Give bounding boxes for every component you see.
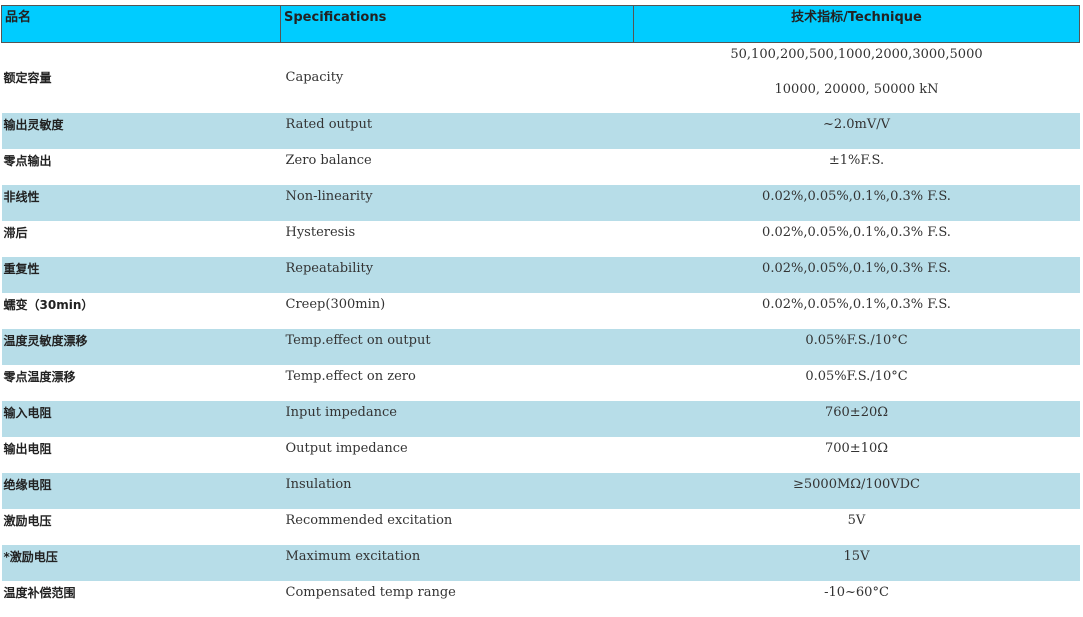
row-label-en: Capacity [285, 70, 344, 85]
row-label-en: Rated output [280, 113, 634, 149]
table-row: 输入电阻 Input impedance 760±20Ω [1, 401, 1080, 437]
row-label-zh: 蠕变（30min） [3, 298, 94, 312]
row-label-zh: *激励电压 [1, 545, 281, 581]
row-value: ≥5000MΩ/100VDC [633, 473, 1080, 509]
row-value: 0.02%,0.05%,0.1%,0.3% F.S. [633, 185, 1080, 221]
row-label-zh: 零点输出 [3, 154, 52, 168]
row-value: -10~60°C [824, 585, 889, 600]
table-row: 绝缘电阻 Insulation ≥5000MΩ/100VDC [1, 473, 1080, 509]
row-label-en: Input impedance [280, 401, 634, 437]
table-row: 滞后 Hysteresis 0.02%,0.05%,0.1%,0.3% F.S. [2, 221, 1080, 257]
row-value: 0.05%F.S./10°C [633, 329, 1080, 365]
row-label-zh: 激励电压 [3, 514, 52, 528]
row-value: 0.02%,0.05%,0.1%,0.3% F.S. [762, 225, 951, 240]
row-value: ~2.0mV/V [633, 113, 1080, 149]
row-label-en: Zero balance [285, 153, 372, 168]
row-label-zh: 绝缘电阻 [1, 473, 281, 509]
header-technique: 技术指标/Technique [633, 5, 1080, 43]
specifications-table: 品名 Specifications 技术指标/Technique 额定容量 Ca… [1, 5, 1080, 617]
row-label-en: Output impedance [285, 441, 408, 456]
row-label-zh: 温度灵敏度漂移 [1, 329, 281, 365]
row-label-en: Repeatability [280, 257, 634, 293]
table-row: 温度补偿范围 Compensated temp range -10~60°C [2, 581, 1080, 617]
row-label-zh: 输出灵敏度 [1, 113, 281, 149]
row-label-en: Hysteresis [285, 225, 356, 240]
row-label-zh: 滞后 [3, 226, 28, 240]
table-row: 蠕变（30min） Creep(300min) 0.02%,0.05%,0.1%… [2, 293, 1080, 329]
table-row-capacity: 额定容量 Capacity 50,100,200,500,1000,2000,3… [2, 43, 1080, 114]
row-label-en: Creep(300min) [285, 297, 386, 312]
row-value: 0.02%,0.05%,0.1%,0.3% F.S. [633, 257, 1080, 293]
row-label-zh: 输入电阻 [1, 401, 281, 437]
row-label-zh: 额定容量 [3, 71, 52, 85]
row-value: 50,100,200,500,1000,2000,3000,5000 10000… [634, 43, 1080, 114]
header-product-name: 品名 [1, 5, 281, 43]
table-row: 输出电阻 Output impedance 700±10Ω [2, 437, 1080, 473]
table-row: 输出灵敏度 Rated output ~2.0mV/V [1, 113, 1080, 149]
row-label-en: Compensated temp range [285, 585, 456, 600]
table-row: 温度灵敏度漂移 Temp.effect on output 0.05%F.S./… [1, 329, 1080, 365]
row-label-en: Maximum excitation [280, 545, 634, 581]
row-label-en: Insulation [280, 473, 634, 509]
row-value: 700±10Ω [824, 441, 889, 456]
row-label-zh: 零点温度漂移 [3, 370, 76, 384]
table-row: 非线性 Non-linearity 0.02%,0.05%,0.1%,0.3% … [1, 185, 1080, 221]
table-row: 零点输出 Zero balance ±1%F.S. [2, 149, 1080, 185]
row-value: 760±20Ω [633, 401, 1080, 437]
row-label-zh: 温度补偿范围 [3, 586, 76, 600]
row-value: ±1%F.S. [828, 153, 885, 168]
row-value: 0.05%F.S./10°C [805, 369, 908, 384]
row-label-en: Temp.effect on zero [285, 369, 416, 384]
table-row: *激励电压 Maximum excitation 15V [1, 545, 1080, 581]
row-value: 5V [847, 513, 866, 528]
row-label-zh: 重复性 [1, 257, 281, 293]
row-label-en: Recommended excitation [285, 513, 453, 528]
row-label-en: Temp.effect on output [280, 329, 634, 365]
row-label-zh: 非线性 [1, 185, 281, 221]
row-label-zh: 输出电阻 [3, 442, 52, 456]
table-row: 重复性 Repeatability 0.02%,0.05%,0.1%,0.3% … [1, 257, 1080, 293]
row-label-en: Non-linearity [280, 185, 634, 221]
capacity-values-line-2: 10000, 20000, 50000 kN [774, 82, 939, 97]
header-specifications: Specifications [280, 5, 634, 43]
row-value: 0.02%,0.05%,0.1%,0.3% F.S. [762, 297, 951, 312]
table-row: 零点温度漂移 Temp.effect on zero 0.05%F.S./10°… [2, 365, 1080, 401]
table-header-row: 品名 Specifications 技术指标/Technique [1, 5, 1080, 43]
capacity-values-line-1: 50,100,200,500,1000,2000,3000,5000 [730, 47, 983, 62]
row-value: 15V [633, 545, 1080, 581]
table-row: 激励电压 Recommended excitation 5V [2, 509, 1080, 545]
